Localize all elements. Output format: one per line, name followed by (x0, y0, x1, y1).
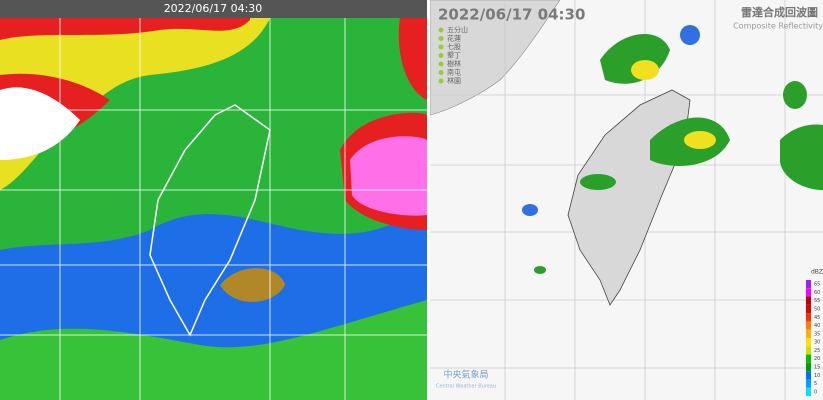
legend-tick: 15 (814, 365, 820, 371)
legend-swatch (806, 321, 811, 330)
legend-swatch (806, 288, 811, 297)
legend-swatch (806, 304, 811, 314)
legend-swatch (806, 362, 811, 372)
logo-english: Central Weather Bureau (436, 384, 496, 390)
echo (534, 266, 546, 274)
echo (680, 25, 700, 45)
legend-swatch (806, 387, 811, 396)
legend-tick: 35 (814, 331, 820, 337)
legend-tick: 20 (814, 356, 820, 362)
legend-swatch (806, 296, 811, 305)
legend-swatch (806, 371, 811, 380)
station-name: 七股 (447, 42, 461, 51)
radar-echoes (522, 25, 823, 274)
echo (780, 124, 823, 190)
satellite-panel: 2022/06/17 04:30 (0, 0, 427, 400)
cloud-green-south (0, 300, 427, 400)
legend-swatch (806, 346, 811, 355)
echo (631, 60, 659, 80)
taiwan-outline (149, 104, 271, 337)
legend-tick: 25 (814, 348, 820, 354)
station-dot (438, 61, 444, 67)
legend-tick: 50 (814, 307, 820, 313)
legend-swatch (806, 354, 811, 363)
station-name: 花蓮 (447, 34, 461, 43)
station-dot (438, 53, 444, 58)
cloud-red-ne (398, 18, 427, 100)
legend-tick: 60 (814, 290, 820, 296)
cloud-brown (220, 268, 285, 302)
station-name: 林園 (447, 76, 461, 85)
radar-timestamp: 2022/06/17 04:30 (438, 6, 585, 24)
station-dot (438, 44, 444, 50)
lat-lon-grid (0, 18, 427, 400)
legend-tick: 55 (814, 298, 820, 304)
legend-swatch (806, 313, 811, 322)
echo (580, 174, 616, 190)
legend-tick: 10 (814, 373, 820, 379)
echo (522, 204, 538, 216)
legend-tick: 0 (814, 389, 817, 395)
station-name: 南屯 (447, 68, 461, 77)
cloud-yellow (0, 18, 270, 190)
legend-tick: 30 (814, 340, 820, 346)
sat-timestamp: 2022/06/17 04:30 (164, 2, 263, 15)
legend-swatch (806, 338, 811, 347)
station-name: 五分山 (447, 25, 468, 34)
cloud-magenta (350, 136, 427, 216)
echo (684, 131, 716, 149)
radar-title: 雷達合成回波圖 (741, 5, 818, 19)
station-dot (438, 27, 444, 33)
radar-subtitle: Composite Reflectivity (733, 22, 823, 31)
station-dot (438, 36, 444, 41)
legend-tick: 65 (814, 282, 820, 288)
sat-header (0, 0, 427, 18)
legend-swatch (806, 379, 811, 388)
legend-tick: 45 (814, 315, 820, 321)
legend-tick: 40 (814, 323, 820, 329)
station-name: 墾丁 (447, 51, 461, 60)
station-dot (438, 70, 444, 75)
radar-panel: 2022/06/17 04:30 雷達合成回波圖 Composite Refle… (430, 0, 823, 400)
legend-swatch (806, 329, 811, 338)
legend-swatch (806, 280, 811, 289)
echo (783, 81, 807, 109)
station-name: 樹林 (447, 59, 461, 68)
legend-tick: 5 (814, 381, 817, 387)
logo-name: 中央氣象局 (443, 369, 488, 381)
station-dot (438, 78, 444, 84)
legend-unit: dBZ (811, 269, 823, 276)
china-coast (430, 0, 561, 116)
